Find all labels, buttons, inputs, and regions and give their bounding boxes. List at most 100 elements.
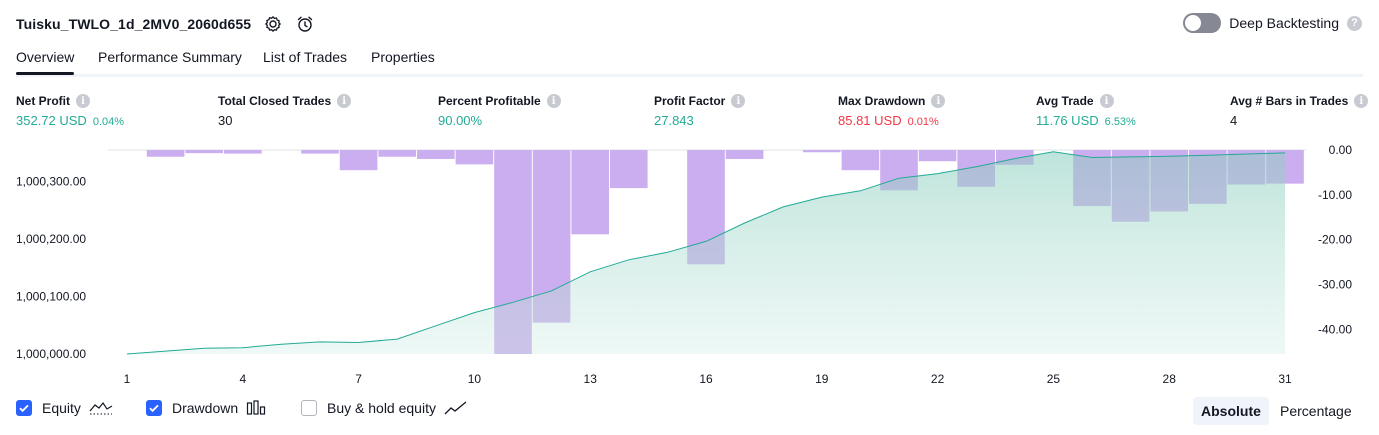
info-icon[interactable]: i xyxy=(76,94,90,108)
report-tabs: Overview Performance Summary List of Tra… xyxy=(16,46,1363,77)
info-icon[interactable]: i xyxy=(337,94,352,108)
drawdown-bar xyxy=(301,150,339,154)
metric-label: Total Closed Trades xyxy=(218,94,332,108)
info-icon[interactable]: i xyxy=(1354,94,1369,108)
drawdown-bar xyxy=(378,150,416,157)
x-tick-label: 13 xyxy=(584,372,598,386)
metric-net-profit: Net Profit i 352.72 USD 0.04% xyxy=(16,93,124,129)
metric-label: Avg Trade xyxy=(1036,94,1094,108)
metric-profit-factor: Profit Factor i 27.843 xyxy=(654,93,746,129)
tab-performance-summary[interactable]: Performance Summary xyxy=(98,49,242,65)
drawdown-bar-overlay xyxy=(1111,150,1150,222)
legend-buy-hold[interactable]: Buy & hold equity xyxy=(301,400,468,416)
info-icon[interactable]: i xyxy=(731,94,746,108)
legend-drawdown[interactable]: Drawdown xyxy=(146,400,266,416)
drawdown-bar xyxy=(918,150,957,162)
metric-sub: 0.04% xyxy=(92,116,125,128)
equity-checkbox[interactable] xyxy=(16,400,32,416)
toggle-knob xyxy=(1185,15,1202,31)
metric-total-closed-trades: Total Closed Trades i 30 xyxy=(218,93,352,129)
y-tick-label: 1,000,100.00 xyxy=(16,290,86,304)
tab-properties[interactable]: Properties xyxy=(371,49,435,65)
drawdown-bar-overlay xyxy=(880,150,918,191)
drawdown-bar-overlay xyxy=(571,150,609,235)
x-tick-label: 1 xyxy=(124,372,131,386)
legend-label: Drawdown xyxy=(172,400,239,416)
metric-percent-profitable: Percent Profitable i 90.00% xyxy=(438,93,561,129)
gear-icon[interactable] xyxy=(263,14,283,34)
drawdown-bar xyxy=(841,150,880,171)
alarm-add-icon[interactable] xyxy=(295,14,315,34)
info-icon[interactable]: i xyxy=(546,94,561,108)
equity-drawdown-chart[interactable]: 1,000,000.00 1,000,100.00 1,000,200.00 1,00… xyxy=(0,138,1379,393)
metric-label: Net Profit xyxy=(16,94,70,108)
drawdown-bar-overlay xyxy=(185,150,223,154)
drawdown-bar xyxy=(224,150,262,154)
absolute-button[interactable]: Absolute xyxy=(1193,397,1269,425)
metric-label: Percent Profitable xyxy=(438,94,541,108)
x-tick-label: 28 xyxy=(1163,372,1177,386)
area-chart-icon xyxy=(89,400,113,416)
drawdown-bar-overlay xyxy=(339,150,378,171)
info-icon[interactable]: i xyxy=(1099,94,1114,108)
strategy-title: Tuisku_TWLO_1d_2MV0_2060d655 xyxy=(16,16,252,32)
drawdown-bar-overlay xyxy=(1189,150,1227,204)
percentage-button[interactable]: Percentage xyxy=(1280,403,1352,419)
drawdown-bar-overlay xyxy=(455,150,494,165)
metric-sub: 6.53% xyxy=(1104,116,1136,128)
drawdown-bar xyxy=(417,150,455,159)
bar-chart-icon xyxy=(246,400,266,416)
drawdown-bar-overlay xyxy=(996,150,1034,165)
equity-line xyxy=(126,151,1286,355)
x-axis: 1 4 7 10 13 16 19 22 25 28 31 xyxy=(124,372,1292,386)
info-icon[interactable]: i xyxy=(931,94,946,108)
y-tick-label: 1,000,200.00 xyxy=(16,232,86,246)
metric-label: Max Drawdown xyxy=(838,94,926,108)
y-tick-label: 1,000,300.00 xyxy=(16,175,86,189)
drawdown-bar xyxy=(339,150,378,171)
metric-value: 11.76 USD xyxy=(1036,113,1099,128)
metric-avg-trade: Avg Trade i 11.76 USD 6.53% xyxy=(1036,93,1136,129)
drawdown-bar-overlay xyxy=(725,150,764,159)
drawdown-bar xyxy=(146,150,185,157)
metric-max-drawdown: Max Drawdown i 85.81 USD 0.01% xyxy=(838,93,946,129)
drawdown-bar-overlay xyxy=(1266,150,1304,184)
deep-backtesting-toggle[interactable] xyxy=(1183,13,1222,33)
metric-value: 352.72 USD xyxy=(16,113,87,128)
y-tick-label: 1,000,000.00 xyxy=(16,347,86,361)
drawdown-bar xyxy=(185,150,223,154)
drawdown-bar xyxy=(455,150,494,165)
drawdown-bar-overlay xyxy=(687,150,725,265)
legend-equity[interactable]: Equity xyxy=(16,400,113,416)
drawdown-bar-overlay xyxy=(146,150,185,157)
strategy-header: Tuisku_TWLO_1d_2MV0_2060d655 xyxy=(16,12,315,36)
tab-list-of-trades[interactable]: List of Trades xyxy=(263,49,348,65)
metric-avg-bars-in-trades: Avg # Bars in Trades i 4 xyxy=(1230,93,1369,129)
deep-backtesting: Deep Backtesting ? xyxy=(1183,13,1362,33)
x-tick-label: 7 xyxy=(355,372,362,386)
drawdown-checkbox[interactable] xyxy=(146,400,162,416)
drawdown-bar xyxy=(610,150,648,189)
metric-label: Profit Factor xyxy=(654,94,726,108)
y-right-tick-label: 0.00 xyxy=(1329,143,1353,157)
x-tick-label: 10 xyxy=(468,372,482,386)
help-icon[interactable]: ? xyxy=(1347,15,1362,31)
tab-overview[interactable]: Overview xyxy=(16,46,75,75)
drawdown-bar xyxy=(803,150,841,153)
drawdown-bar-overlay xyxy=(494,150,532,354)
y-right-tick-label: -10.00 xyxy=(1318,188,1352,202)
buy-hold-checkbox[interactable] xyxy=(301,400,317,416)
drawdown-bar-overlay xyxy=(803,150,841,153)
x-tick-label: 25 xyxy=(1047,372,1061,386)
drawdown-bar-overlay xyxy=(532,150,571,323)
metric-value: 27.843 xyxy=(654,113,694,128)
line-chart-icon xyxy=(444,400,468,416)
y-axis-right: 0.00 -10.00 -20.00 -30.00 -40.00 xyxy=(1318,143,1352,336)
x-tick-label: 16 xyxy=(699,372,713,386)
drawdown-bar-overlay xyxy=(610,150,648,189)
y-right-tick-label: -40.00 xyxy=(1318,322,1352,336)
y-axis-left: 1,000,000.00 1,000,100.00 1,000,200.00 1,00… xyxy=(16,175,86,361)
legend-label: Equity xyxy=(42,400,81,416)
drawdown-bar-overlay xyxy=(1227,150,1266,185)
drawdown-bar-overlay xyxy=(301,150,339,154)
